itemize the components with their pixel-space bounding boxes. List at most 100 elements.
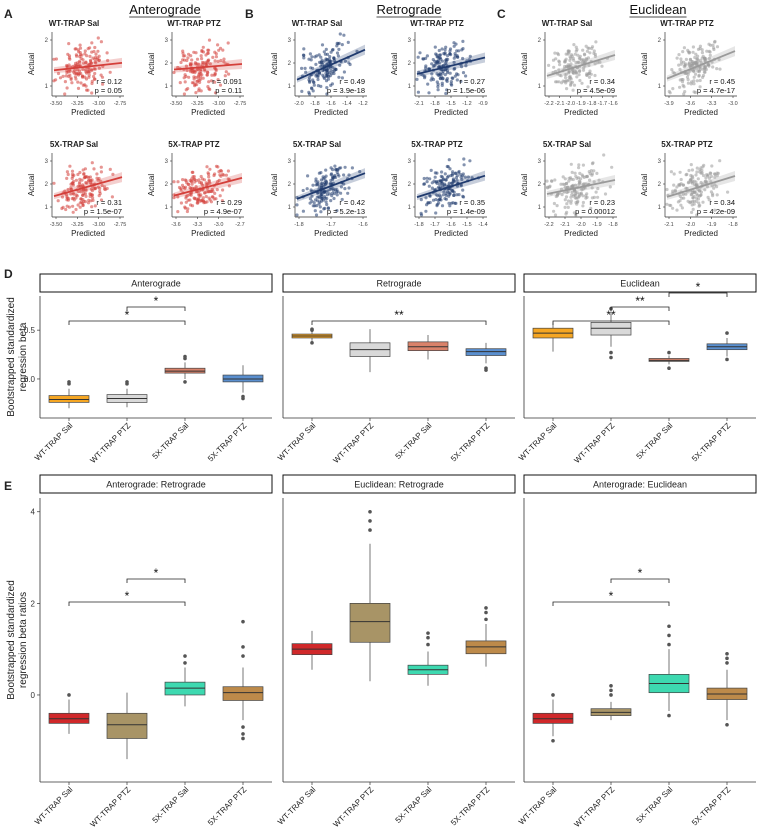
scatter-point	[713, 175, 717, 179]
y-tick-label: 1	[408, 205, 412, 211]
scatter-point	[199, 54, 203, 58]
scatter-point	[94, 52, 98, 56]
y-tick-label: 2	[408, 182, 412, 188]
scatter-point	[434, 193, 438, 197]
scatter-point	[347, 61, 351, 65]
regression-line	[546, 54, 616, 77]
scatter-point	[440, 182, 444, 186]
scatter-point	[552, 65, 556, 69]
scatter-point	[705, 185, 710, 189]
scatter-point	[79, 197, 83, 201]
p-value: p = 0.00012	[575, 207, 615, 216]
scatter-point	[574, 49, 578, 53]
scatter-point	[92, 77, 97, 81]
scatter-point	[431, 198, 436, 202]
scatter-point	[567, 49, 572, 53]
scatter-point	[190, 58, 194, 62]
x-tick-label: -1.8	[294, 222, 303, 228]
scatter-point	[556, 53, 561, 57]
y-tick-label: 2	[408, 61, 412, 67]
scatter-title: 5X-TRAP Sal	[293, 140, 341, 149]
scatter-point	[550, 179, 554, 183]
scatter-point	[88, 54, 92, 59]
scatter-point	[302, 53, 306, 58]
x-tick-label: -2.75	[114, 222, 127, 228]
scatter-point	[56, 71, 61, 76]
scatter-point	[311, 78, 315, 82]
x-tick-label: -1.2	[462, 101, 471, 107]
box-outlier	[241, 396, 245, 401]
scatter-point	[569, 83, 573, 87]
scatter-point	[466, 175, 470, 179]
scatter-point	[75, 54, 79, 58]
scatter-point	[68, 73, 72, 77]
scatter-point	[687, 70, 691, 74]
x-tick-label: -1.9	[576, 101, 585, 107]
y-tick-label: 3	[408, 38, 412, 44]
scatter-point	[558, 63, 562, 67]
scatter-point	[600, 64, 604, 68]
scatter-point	[210, 73, 214, 77]
scatter-point	[103, 187, 107, 192]
scatter-point	[578, 57, 582, 61]
scatter-ylabel: Actual	[390, 174, 399, 196]
scatter-point	[561, 79, 565, 83]
scatter-point	[673, 71, 677, 75]
scatter-point	[99, 198, 104, 202]
scatter-point	[547, 63, 551, 67]
scatter-point	[191, 70, 195, 74]
regression-band	[297, 168, 365, 202]
box-outlier	[667, 366, 671, 371]
scatter-point	[671, 206, 675, 210]
scatter-point	[319, 210, 323, 214]
p-value: p = 0.11	[215, 86, 242, 95]
scatter-point	[328, 55, 332, 59]
scatter-title: 5X-TRAP Sal	[50, 140, 98, 149]
scatter-point	[326, 189, 330, 193]
scatter-point	[81, 58, 85, 62]
scatter-point	[678, 67, 682, 71]
scatter-point	[213, 191, 217, 195]
scatter-point	[462, 157, 466, 161]
scatter-point	[455, 174, 459, 178]
x-tick-label: -3.3	[193, 222, 202, 228]
scatter-point	[416, 90, 420, 94]
scatter-xlabel: Predicted	[564, 229, 598, 238]
x-tick-label: -3.50	[50, 222, 63, 228]
panel-e-facet: Euclidean: Retrograde WT-TRAP Sal WT-TRAP …	[276, 474, 516, 829]
scatter-point	[572, 83, 577, 87]
scatter-point	[580, 61, 584, 65]
scatter-point	[325, 86, 329, 90]
scatter-point	[425, 54, 429, 58]
box-outlier	[725, 651, 729, 656]
scatter-point	[111, 172, 115, 176]
scatter-point	[211, 195, 215, 199]
scatter-point	[65, 86, 69, 90]
scatter-point	[328, 188, 332, 192]
scatter-point	[76, 73, 81, 77]
scatter-point	[691, 45, 696, 49]
scatter-point	[460, 48, 464, 52]
scatter-point	[459, 175, 463, 179]
scatter-point	[214, 197, 218, 201]
x-tick-label: 5X-TRAP Sal	[635, 421, 675, 461]
significance-label: **	[635, 294, 645, 308]
scatter-point	[196, 76, 200, 80]
scatter-point	[69, 192, 73, 196]
scatter-point	[324, 200, 328, 204]
scatter-point	[63, 80, 67, 84]
scatter-point	[314, 177, 318, 181]
box-outlier	[667, 713, 671, 718]
scatter-point	[578, 192, 582, 196]
scatter-point	[681, 192, 685, 196]
scatter-point	[358, 170, 362, 174]
scatter-point	[343, 187, 347, 191]
scatter-point	[715, 67, 719, 71]
regression-band	[417, 52, 485, 78]
x-tick-label: -1.9	[707, 222, 716, 228]
scatter-point	[194, 185, 198, 189]
scatter-point	[93, 204, 97, 208]
scatter-point	[589, 206, 593, 210]
regression-line	[173, 63, 243, 71]
scatter-point	[445, 77, 449, 81]
